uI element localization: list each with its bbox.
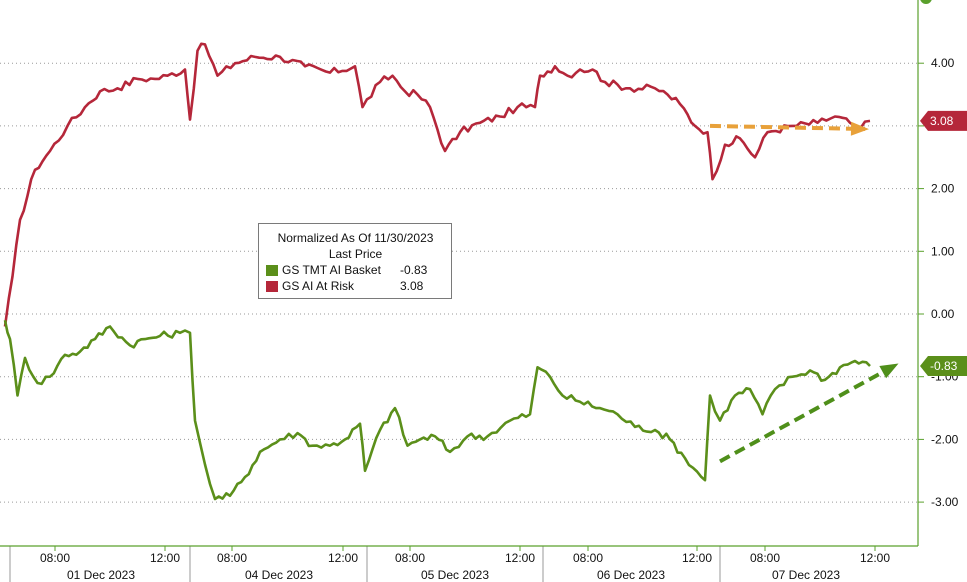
y-tick-label: -3.00 xyxy=(931,495,959,509)
legend-item-name: GS AI At Risk xyxy=(282,279,355,293)
series-lines xyxy=(3,42,871,501)
legend-header: Normalized As Of 11/30/2023 xyxy=(277,231,434,245)
legend-swatch-red xyxy=(266,280,278,292)
legend-subheader: Last Price xyxy=(328,247,383,261)
last-label-bg xyxy=(920,110,967,131)
x-axis: 08:00 12:00 08:00 12:00 08:00 12:00 08:00 12:00… xyxy=(0,545,918,582)
legend-item-value: 3.08 xyxy=(400,279,424,293)
last-value-labels: 3.08 -0.83 xyxy=(920,110,967,377)
y-tick-label: 2.00 xyxy=(931,182,955,196)
x-tick-label: 08:00 xyxy=(750,551,780,565)
x-tick-label: 08:00 xyxy=(573,551,603,565)
y-tick-label: 1.00 xyxy=(931,244,955,258)
legend-item-name: GS TMT AI Basket xyxy=(282,263,381,277)
x-tick-label: 12:00 xyxy=(682,551,712,565)
x-tick-label: 08:00 xyxy=(395,551,425,565)
legend-item-ai-at-risk: GS AI At Risk 3.08 xyxy=(266,278,445,294)
y-axis-top-marker xyxy=(920,0,932,4)
x-tick-label: 12:00 xyxy=(150,551,180,565)
x-day-label: 01 Dec 2023 xyxy=(67,568,135,582)
last-label-text: 3.08 xyxy=(930,114,954,128)
series-line-ai-at-risk xyxy=(3,42,871,327)
x-tick-label: 12:00 xyxy=(860,551,890,565)
trend-arrowhead-green xyxy=(879,363,899,379)
trend-arrow-orange xyxy=(709,123,866,132)
x-tick-label: 08:00 xyxy=(40,551,70,565)
y-tick-label: 0.00 xyxy=(931,307,955,321)
day-separators xyxy=(9,546,721,582)
legend-item-tmt-ai-basket: GS TMT AI Basket -0.83 xyxy=(266,262,445,278)
trend-arrows xyxy=(709,121,899,464)
y-tick-label: 4.00 xyxy=(931,56,955,70)
legend-item-value: -0.83 xyxy=(400,263,428,277)
series-line-tmt-ai-basket xyxy=(3,320,871,501)
trend-arrowhead-orange xyxy=(850,121,869,136)
legend-swatch-green xyxy=(266,264,278,276)
y-tick-label: -2.00 xyxy=(931,432,959,446)
x-day-label: 07 Dec 2023 xyxy=(772,568,840,582)
x-tick-label: 12:00 xyxy=(505,551,535,565)
x-day-label: 05 Dec 2023 xyxy=(421,568,489,582)
x-tick-label: 12:00 xyxy=(328,551,358,565)
last-label-text: -0.83 xyxy=(930,359,958,373)
chart-legend: Normalized As Of 11/30/2023 Last Price G… xyxy=(258,223,452,299)
x-day-label: 04 Dec 2023 xyxy=(245,568,313,582)
last-label-tmt-ai-basket: -0.83 xyxy=(920,356,967,377)
x-tick-label: 08:00 xyxy=(217,551,247,565)
last-label-ai-at-risk: 3.08 xyxy=(920,110,967,131)
last-label-bg xyxy=(920,356,967,377)
x-day-label: 06 Dec 2023 xyxy=(597,568,665,582)
y-axis: -3.00-2.00-1.000.001.002.003.004.00 xyxy=(917,0,959,546)
trend-arrow-green xyxy=(719,363,896,464)
